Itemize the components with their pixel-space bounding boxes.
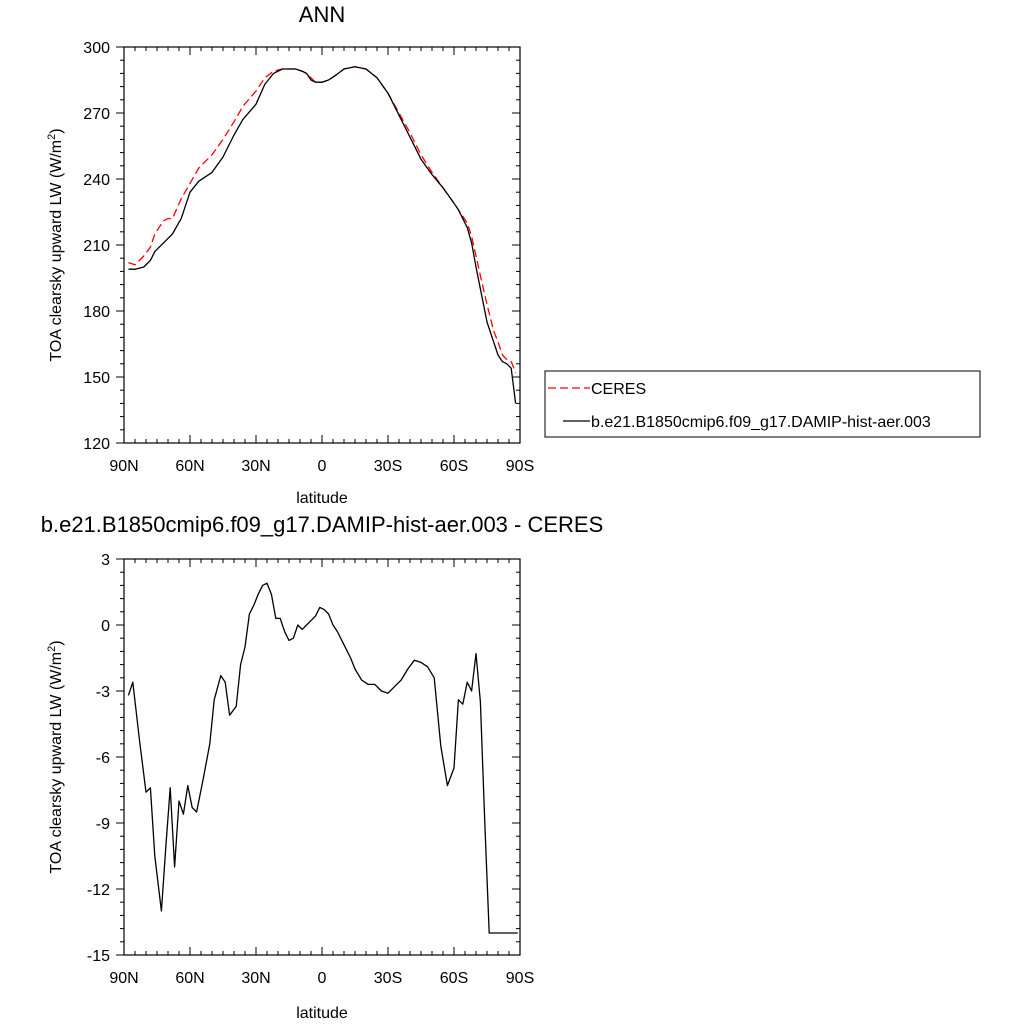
series-line-0	[128, 66, 517, 373]
y-tick-label: 3	[101, 552, 110, 569]
y-tick-label: 300	[83, 40, 110, 57]
y-tick-label: 120	[83, 436, 110, 453]
series-line-0	[127, 582, 518, 934]
x-tick-label: 60S	[440, 458, 468, 475]
x-tick-label: 60N	[175, 970, 204, 987]
legend-model-label: b.e21.B1850cmip6.f09_g17.DAMIP-hist-aer.…	[591, 414, 931, 431]
legend-ceres-label: CERES	[591, 381, 646, 398]
axis-ticks: 90N 60N 30N 0 30S 60S 90S -15 -12 -9 -6 -3 0 3	[87, 552, 534, 987]
x-tick-label: 30N	[241, 970, 270, 987]
x-tick-label: 30N	[241, 458, 270, 475]
chart-panel-bottom: b.e21.B1850cmip6.f09_g17.DAMIP-hist-aer.…	[41, 512, 604, 1022]
x-tick-label: 30S	[374, 970, 402, 987]
legend-box	[544, 370, 981, 438]
x-axis-label: latitude	[296, 1005, 348, 1022]
x-tick-label: 0	[318, 970, 327, 987]
y-tick-label: -9	[96, 816, 110, 833]
chart-panel-top: ANN 90N 60N 30N 0 30S 60S 90S 120 150 180 210 240 27…	[46, 2, 981, 507]
series-layer	[128, 66, 517, 404]
y-tick-label: -6	[96, 750, 110, 767]
plot-frame	[123, 46, 521, 444]
y-tick-label: 270	[83, 106, 110, 123]
legend: CERES b.e21.B1850cmip6.f09_g17.DAMIP-his…	[544, 370, 981, 438]
y-tick-label: -3	[96, 684, 110, 701]
y-tick-label: 180	[83, 304, 110, 321]
y-tick-label: 240	[83, 172, 110, 189]
plot-frame	[123, 558, 521, 956]
x-tick-label: 90N	[109, 970, 138, 987]
y-tick-label: 210	[83, 238, 110, 255]
x-tick-label: 90N	[109, 458, 138, 475]
x-axis-label: latitude	[296, 490, 348, 507]
y-axis-label: TOA clearsky upward LW (W/m2)	[46, 128, 65, 361]
y-tick-label: 0	[101, 618, 110, 635]
axis-ticks: 90N 60N 30N 0 30S 60S 90S 120 150 180 210 240 270 300	[83, 40, 534, 475]
series-line-1	[128, 66, 517, 404]
x-tick-label: 60N	[175, 458, 204, 475]
x-tick-label: 0	[318, 458, 327, 475]
chart-title: ANN	[299, 2, 345, 27]
y-axis-label: TOA clearsky upward LW (W/m2)	[46, 640, 65, 873]
x-tick-label: 30S	[374, 458, 402, 475]
series-layer	[127, 582, 518, 934]
y-tick-label: 150	[83, 370, 110, 387]
x-tick-label: 90S	[506, 970, 534, 987]
chart-title: b.e21.B1850cmip6.f09_g17.DAMIP-hist-aer.…	[41, 512, 604, 537]
x-tick-label: 90S	[506, 458, 534, 475]
y-tick-label: -15	[87, 948, 110, 965]
x-tick-label: 60S	[440, 970, 468, 987]
y-tick-label: -12	[87, 882, 110, 899]
